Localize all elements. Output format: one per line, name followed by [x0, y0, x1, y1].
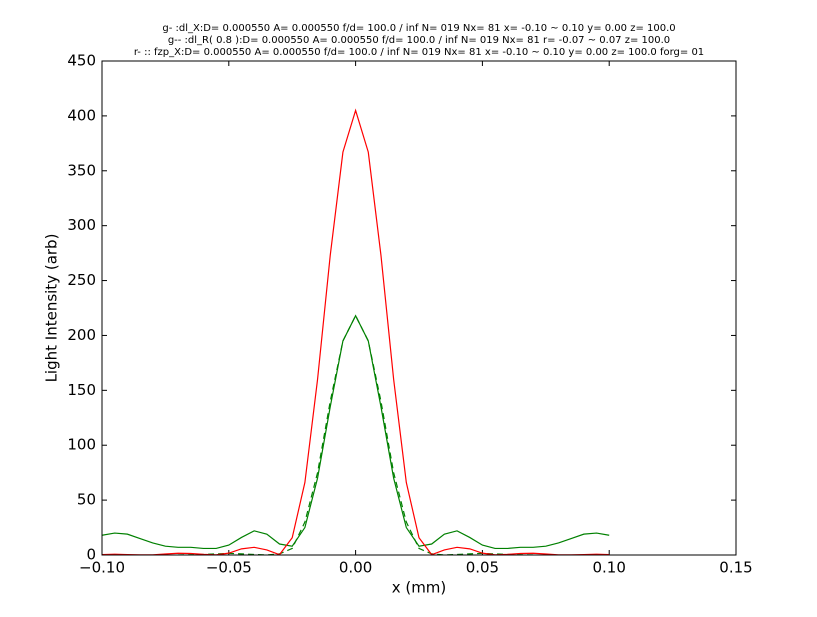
y-tick-label: 150 [67, 381, 96, 399]
series-line [102, 314, 610, 550]
plot-frame [101, 60, 737, 556]
y-tick-label: 200 [67, 326, 96, 344]
x-tick-label: −0.05 [206, 559, 252, 577]
y-tick-label: 0 [86, 546, 96, 564]
x-tick-label: 0.00 [339, 559, 372, 577]
x-tick-label: −0.10 [79, 559, 125, 577]
y-tick-label: 450 [67, 52, 96, 70]
series-line [102, 108, 610, 555]
x-axis-label: x (mm) [392, 579, 447, 597]
y-tick-label: 300 [67, 216, 96, 234]
y-tick-label: 400 [67, 106, 96, 124]
x-tick-label: 0.05 [466, 559, 499, 577]
title-line: g- :dl_X:D= 0.000550 A= 0.000550 f/d= 10… [162, 23, 675, 34]
y-tick-label: 50 [77, 491, 96, 509]
y-tick-label: 350 [67, 161, 96, 179]
title-line: g-- :dl_R( 0.8 ):D= 0.000550 A= 0.000550… [168, 35, 670, 46]
title-line: r- :: fzp_X:D= 0.000550 A= 0.000550 f/d=… [134, 47, 704, 58]
y-tick-label: 250 [67, 271, 96, 289]
x-tick-label: 0.15 [719, 559, 752, 577]
x-tick-label: 0.10 [592, 559, 625, 577]
y-axis-label: Light Intensity (arb) [43, 234, 61, 383]
y-tick-label: 100 [67, 436, 96, 454]
